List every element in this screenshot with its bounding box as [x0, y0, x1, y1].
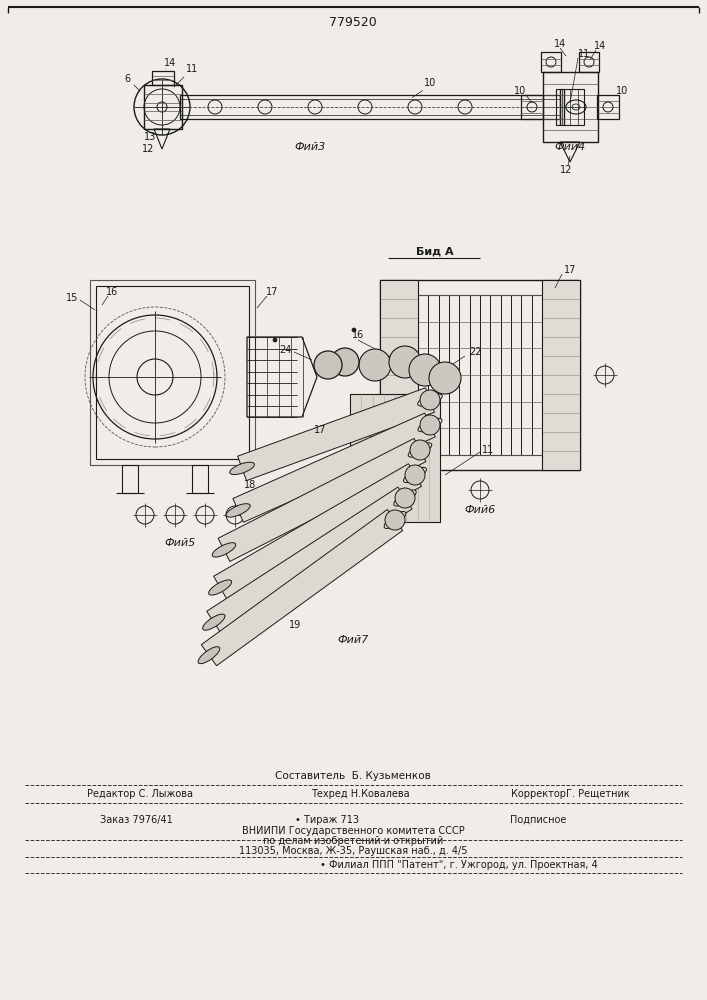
- Polygon shape: [201, 509, 403, 666]
- Circle shape: [420, 415, 440, 435]
- Ellipse shape: [230, 462, 255, 475]
- Text: • Тираж 713: • Тираж 713: [295, 815, 359, 825]
- Bar: [350, 394, 440, 522]
- Ellipse shape: [418, 418, 442, 432]
- Ellipse shape: [198, 647, 220, 664]
- Bar: [192, 465, 208, 493]
- Text: 10: 10: [616, 86, 628, 96]
- Ellipse shape: [404, 467, 426, 483]
- Text: 11: 11: [578, 49, 590, 59]
- Text: 14: 14: [164, 58, 176, 68]
- Text: 12: 12: [560, 165, 572, 175]
- Text: Фий4: Фий4: [554, 142, 585, 152]
- Circle shape: [429, 362, 461, 394]
- Polygon shape: [206, 487, 412, 633]
- Text: Фий7: Фий7: [337, 635, 368, 645]
- Circle shape: [405, 465, 425, 485]
- Bar: [90, 280, 255, 465]
- Text: 24: 24: [279, 345, 291, 355]
- Text: Фий6: Фий6: [464, 505, 496, 515]
- Circle shape: [389, 346, 421, 378]
- Polygon shape: [238, 388, 434, 481]
- Circle shape: [409, 354, 441, 386]
- Polygon shape: [218, 438, 426, 561]
- Text: Фий3: Фий3: [294, 142, 326, 152]
- Polygon shape: [214, 464, 421, 599]
- Text: КорректорГ. Рещетник: КорректорГ. Рещетник: [510, 789, 629, 799]
- Text: 17: 17: [563, 265, 576, 275]
- Text: 22: 22: [469, 347, 481, 357]
- Bar: [152, 71, 174, 85]
- Circle shape: [410, 440, 430, 460]
- Bar: [144, 85, 182, 129]
- Text: 12: 12: [142, 144, 154, 154]
- Text: Бид A: Бид A: [416, 247, 454, 257]
- Text: Подписное: Подписное: [510, 815, 566, 825]
- Ellipse shape: [209, 580, 232, 595]
- Bar: [556, 89, 584, 125]
- Bar: [541, 52, 561, 72]
- Ellipse shape: [408, 443, 432, 457]
- Circle shape: [314, 351, 342, 379]
- Circle shape: [395, 488, 415, 508]
- Circle shape: [420, 390, 440, 410]
- Circle shape: [352, 328, 356, 332]
- Text: 15: 15: [66, 293, 78, 303]
- Ellipse shape: [384, 512, 406, 528]
- Text: 17: 17: [266, 287, 278, 297]
- Circle shape: [385, 510, 405, 530]
- Text: 16: 16: [352, 330, 364, 340]
- Bar: [597, 95, 619, 119]
- Text: 10: 10: [514, 86, 526, 96]
- Text: 17: 17: [314, 425, 326, 435]
- Text: 11: 11: [482, 445, 494, 455]
- Text: Фий5: Фий5: [164, 538, 196, 548]
- Text: ВНИИПИ Государственного комитета СССР: ВНИИПИ Государственного комитета СССР: [242, 826, 464, 836]
- Polygon shape: [233, 413, 436, 522]
- Text: 14: 14: [554, 39, 566, 49]
- Circle shape: [359, 349, 391, 381]
- Bar: [521, 95, 543, 119]
- Text: • Филиал ППП "Патент", г. Ужгород, ул. Проектная, 4: • Филиал ППП "Патент", г. Ужгород, ул. П…: [320, 860, 597, 870]
- Text: 11: 11: [186, 64, 198, 74]
- Ellipse shape: [226, 504, 250, 517]
- Bar: [543, 72, 598, 142]
- Bar: [579, 52, 599, 72]
- Text: Редактор С. Лыжова: Редактор С. Лыжова: [87, 789, 193, 799]
- Circle shape: [273, 338, 277, 342]
- Text: 14: 14: [594, 41, 606, 51]
- Text: Заказ 7976/41: Заказ 7976/41: [100, 815, 173, 825]
- Ellipse shape: [394, 490, 416, 506]
- Text: 6: 6: [124, 74, 130, 84]
- Text: 10: 10: [424, 78, 436, 88]
- Bar: [122, 465, 138, 493]
- Text: Техред Н.Ковалева: Техред Н.Ковалева: [310, 789, 409, 799]
- Text: 13: 13: [144, 132, 156, 142]
- Text: 19: 19: [289, 620, 301, 630]
- Bar: [542, 280, 580, 470]
- Text: по делам изобретений и открытий: по делам изобретений и открытий: [263, 836, 443, 846]
- Text: A: A: [342, 360, 352, 373]
- Text: 779520: 779520: [329, 16, 377, 29]
- Bar: [380, 280, 418, 470]
- Circle shape: [331, 348, 359, 376]
- Text: 113035, Москва, Ж-35, Раушская наб., д. 4/5: 113035, Москва, Ж-35, Раушская наб., д. …: [239, 846, 467, 856]
- Bar: [96, 286, 249, 459]
- Bar: [180, 95, 560, 119]
- Ellipse shape: [418, 394, 443, 406]
- Text: 16: 16: [392, 483, 404, 493]
- Ellipse shape: [203, 614, 225, 630]
- Text: 18: 18: [244, 480, 256, 490]
- Text: 16: 16: [106, 287, 118, 297]
- Ellipse shape: [212, 543, 235, 557]
- Text: Составитель  Б. Кузьменков: Составитель Б. Кузьменков: [275, 771, 431, 781]
- Bar: [380, 280, 580, 470]
